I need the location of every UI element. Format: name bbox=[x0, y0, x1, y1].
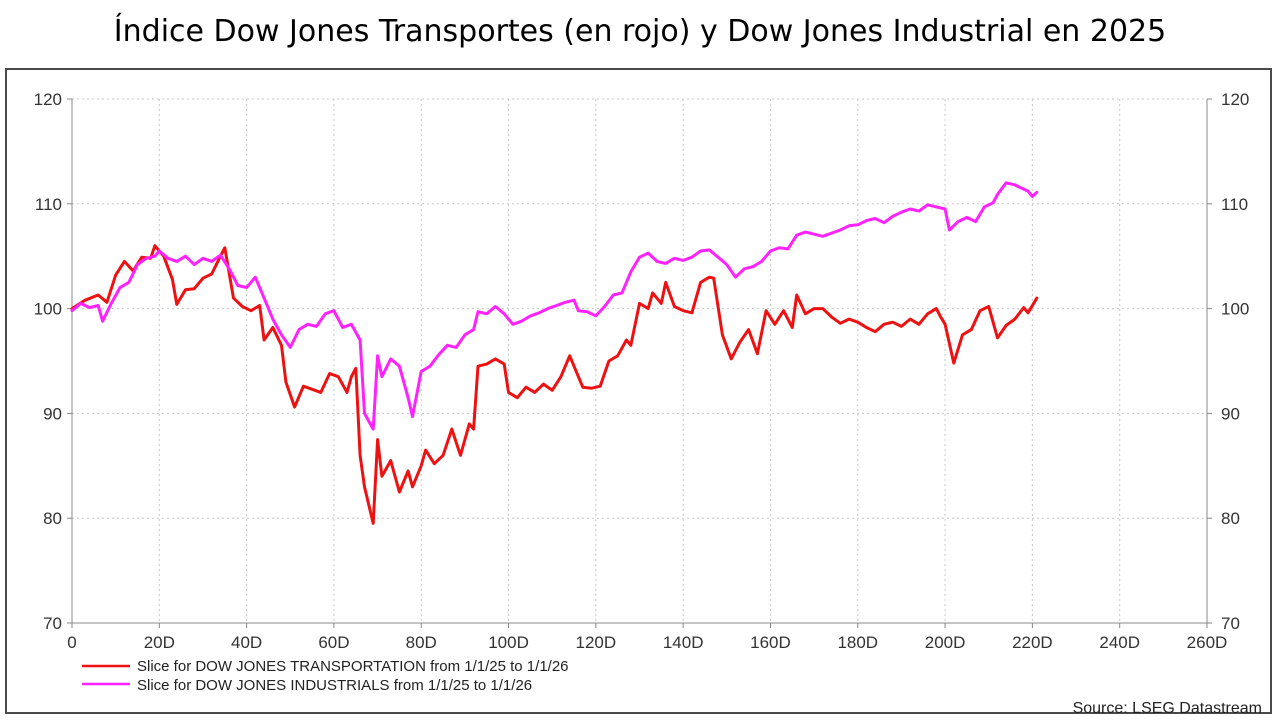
x-tick-label: 180D bbox=[837, 633, 878, 652]
legend: Slice for DOW JONES TRANSPORTATION from … bbox=[82, 658, 569, 694]
chart-frame bbox=[5, 68, 1272, 714]
y-tick-label-right: 110 bbox=[1221, 195, 1248, 214]
y-tick-label-right: 120 bbox=[1221, 90, 1249, 109]
y-tick-label-right: 80 bbox=[1221, 509, 1240, 528]
legend-label-transportation: Slice for DOW JONES TRANSPORTATION from … bbox=[137, 658, 569, 675]
gridlines bbox=[72, 98, 1207, 623]
x-tick-label: 80D bbox=[406, 633, 437, 652]
data-series bbox=[70, 181, 1039, 525]
x-tick-label: 40D bbox=[231, 633, 262, 652]
y-tick-label-left: 70 bbox=[43, 614, 62, 633]
axes bbox=[67, 98, 1212, 628]
x-tick-label: 220D bbox=[1012, 633, 1053, 652]
y-tick-label-right: 90 bbox=[1221, 404, 1240, 423]
y-tick-label-right: 70 bbox=[1221, 614, 1240, 633]
x-tick-label: 100D bbox=[488, 633, 529, 652]
y-tick-label-left: 80 bbox=[43, 509, 62, 528]
x-tick-label: 260D bbox=[1187, 633, 1228, 652]
tick-labels: 70 70 80 80 90 90 100 100 110 110 120 120 0 20D 40D 60D… bbox=[34, 90, 1250, 652]
y-tick-label-left: 100 bbox=[34, 300, 62, 319]
x-tick-label: 200D bbox=[925, 633, 966, 652]
y-tick-label-right: 100 bbox=[1221, 300, 1249, 319]
source-note: Source: LSEG Datastream bbox=[1073, 700, 1262, 717]
x-tick-label: 60D bbox=[318, 633, 349, 652]
x-tick-label: 160D bbox=[750, 633, 791, 652]
y-tick-label-left: 90 bbox=[43, 404, 62, 423]
legend-label-industrials: Slice for DOW JONES INDUSTRIALS from 1/1… bbox=[137, 677, 532, 694]
x-tick-label: 20D bbox=[144, 633, 175, 652]
y-tick-label-left: 110 bbox=[35, 195, 62, 214]
series-line-industrials bbox=[70, 181, 1039, 431]
x-tick-label: 120D bbox=[576, 633, 617, 652]
x-tick-label: 0 bbox=[67, 633, 76, 652]
x-tick-label: 140D bbox=[663, 633, 704, 652]
x-tick-label: 240D bbox=[1099, 633, 1140, 652]
y-tick-label-left: 120 bbox=[34, 90, 62, 109]
series-line-transportation bbox=[70, 244, 1039, 525]
chart-title: Índice Dow Jones Transportes (en rojo) y… bbox=[113, 14, 1167, 49]
